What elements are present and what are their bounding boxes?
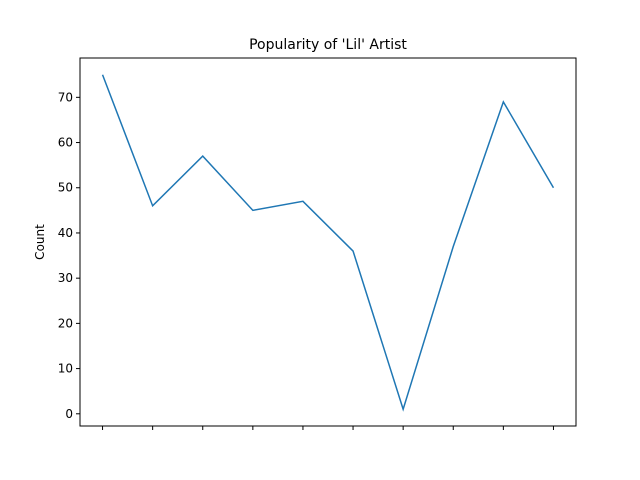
x-tick-label: r Layne	[318, 430, 360, 472]
y-tick-label: 20	[58, 316, 73, 330]
x-tick-label: i Rivera	[467, 430, 509, 472]
y-tick-label: 10	[58, 362, 73, 376]
x-tick-label: fer Lewis	[111, 430, 159, 478]
x-tick-label: Jenil	[231, 430, 259, 458]
x-tick-label: wrence	[519, 430, 560, 471]
y-tick-label: 0	[65, 407, 73, 421]
y-tick-label: 50	[58, 181, 73, 195]
x-tick-label: niverse	[368, 430, 409, 471]
y-tick-label: 70	[58, 90, 73, 104]
y-tick-label: 60	[58, 136, 73, 150]
chart-title: Popularity of 'Lil' Artist	[249, 37, 407, 53]
line	[101, 74, 555, 412]
plot-frame	[79, 57, 577, 427]
x-tick-label: Hudson	[167, 430, 209, 472]
x-tick-label: Jenifer	[271, 430, 309, 468]
x-tick-label: fer Lopez	[60, 430, 109, 479]
y-tick-label: 30	[58, 271, 73, 285]
x-tick-label: i Fujita	[421, 430, 459, 468]
y-axis-label: Count	[33, 224, 47, 260]
y-tick-label: 40	[58, 226, 73, 240]
